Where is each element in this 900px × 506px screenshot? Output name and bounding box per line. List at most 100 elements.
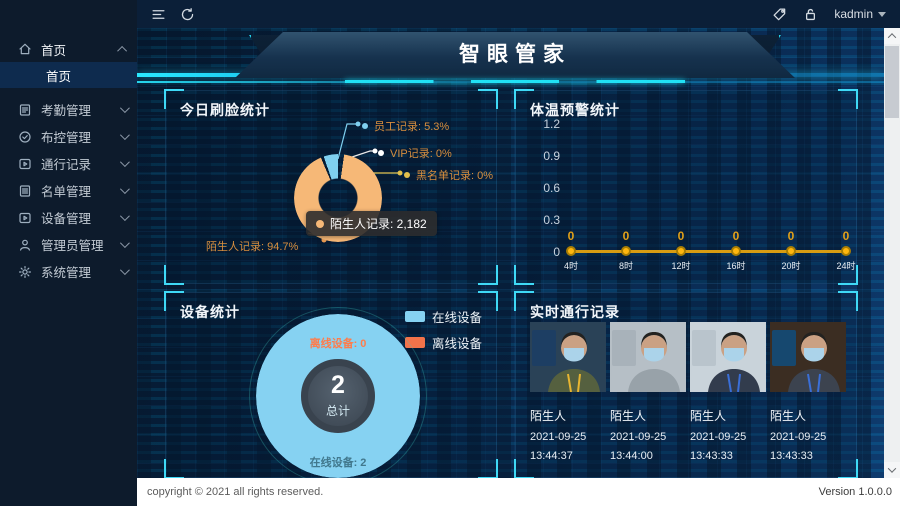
- pie-label-stranger: 陌生人记录: 94.7%: [206, 241, 299, 253]
- chevron-up-icon: [887, 33, 897, 42]
- sidebar-item-label: 布控管理: [41, 131, 92, 145]
- sidebar-item-surveillance[interactable]: 布控管理: [0, 123, 137, 150]
- footer: copyright © 2021 all rights reserved. Ve…: [137, 478, 900, 506]
- sidebar-item-admins[interactable]: 管理员管理: [0, 231, 137, 258]
- panel-title: 体温预警统计: [530, 102, 620, 118]
- y-axis-tick: 0.6: [543, 181, 560, 195]
- sidebar-item-label: 设备管理: [41, 212, 92, 226]
- chart-point: [621, 246, 631, 256]
- scroll-down-button[interactable]: [884, 462, 900, 478]
- sidebar: 首页 首页 考勤管理 布控管理 通行记录: [0, 0, 137, 506]
- caret-down-icon: [878, 11, 886, 17]
- x-axis-tick: 8时: [618, 261, 633, 271]
- dashboard-content: 智眼管家 今日刷脸统计 员工记录: 5.3% VIP记录: 0% 黑名单记录: …: [137, 28, 884, 478]
- sidebar-item-lists[interactable]: 名单管理: [0, 177, 137, 204]
- sidebar-item-home[interactable]: 首页: [0, 36, 137, 62]
- home-icon: [18, 42, 32, 56]
- chart-point: [566, 246, 576, 256]
- refresh-icon[interactable]: [180, 7, 195, 22]
- topbar: kadmin: [137, 0, 900, 28]
- tooltip-text: 陌生人记录: 2,182: [330, 217, 427, 231]
- title-banner: 智眼管家: [235, 32, 795, 83]
- sidebar-item-label: 管理员管理: [41, 239, 104, 253]
- chevron-down-icon: [119, 238, 130, 249]
- panel-pass-records: 实时通行记录 陌生人 2021-09-25 13:44:37 陌生人 2021-09-2…: [514, 291, 858, 478]
- x-axis-tick: 20时: [781, 261, 801, 271]
- sidebar-item-devices[interactable]: 设备管理: [0, 204, 137, 231]
- page-title: 智眼管家: [459, 43, 571, 66]
- chevron-down-icon: [887, 464, 897, 473]
- chevron-down-icon: [119, 184, 130, 195]
- record-time: 13:44:37: [530, 450, 573, 462]
- point-value-label: 0: [622, 229, 630, 243]
- record-name: 陌生人: [770, 409, 807, 423]
- user-menu[interactable]: kadmin: [834, 7, 886, 21]
- chevron-down-icon: [119, 265, 130, 276]
- record-time: 13:43:33: [770, 450, 813, 462]
- sidebar-subitem-home-active[interactable]: 首页: [0, 62, 137, 88]
- chart-point: [841, 246, 851, 256]
- point-value-label: 0: [732, 229, 740, 243]
- vertical-scrollbar[interactable]: [884, 28, 900, 478]
- x-axis-tick: 24时: [836, 261, 856, 271]
- record-date: 2021-09-25: [770, 431, 827, 443]
- chart-legend: 在线设备 离线设备: [404, 307, 482, 352]
- document-list-icon: [18, 184, 32, 198]
- record-card: 陌生人 2021-09-25 13:44:37: [530, 322, 606, 462]
- sidebar-item-pass-records[interactable]: 通行记录: [0, 150, 137, 177]
- legend-label: 离线设备: [431, 337, 482, 351]
- lock-icon[interactable]: [803, 7, 818, 22]
- version-text: Version 1.0.0.0: [818, 486, 892, 498]
- chevron-down-icon: [119, 103, 130, 114]
- scroll-up-button[interactable]: [884, 28, 900, 44]
- collapse-menu-icon[interactable]: [151, 7, 166, 22]
- gear-icon: [18, 265, 32, 279]
- record-card: 陌生人 2021-09-25 13:44:00: [610, 322, 686, 462]
- sidebar-item-label: 首页: [41, 43, 67, 58]
- username: kadmin: [834, 7, 873, 21]
- x-axis-tick: 16时: [726, 261, 746, 271]
- chart-point: [731, 246, 741, 256]
- sidebar-item-attendance[interactable]: 考勤管理: [0, 96, 137, 123]
- legend-swatch: [404, 337, 425, 348]
- donut-outline-ring: [249, 307, 427, 478]
- record-time: 13:43:33: [690, 450, 733, 462]
- sidebar-item-system[interactable]: 系统管理: [0, 258, 137, 285]
- chart-point: [676, 246, 686, 256]
- x-axis-tick: 12时: [671, 261, 691, 271]
- record-photo: [770, 322, 846, 392]
- chart-tooltip: 陌生人记录: 2,182: [306, 211, 437, 236]
- panel-title: 今日刷脸统计: [180, 102, 270, 118]
- record-photo: [530, 322, 606, 392]
- point-value-label: 0: [567, 229, 575, 243]
- record-date: 2021-09-25: [530, 431, 587, 443]
- sidebar-item-label: 名单管理: [41, 185, 92, 199]
- legend-item-online[interactable]: 在线设备: [404, 307, 482, 326]
- chart-line: [571, 250, 847, 253]
- y-axis-tick: 1.2: [543, 117, 560, 131]
- donut-center: 2 总计: [301, 359, 375, 433]
- record-photo: [610, 322, 686, 392]
- sidebar-item-label: 考勤管理: [41, 104, 92, 118]
- panel-temp-alerts: 体温预警统计 0 0.3 0.6 0.9 1.2 0 4时 0 8时 0 12时 0 16时 0 20时 0 2…: [514, 89, 858, 285]
- calendar-list-icon: [18, 103, 32, 117]
- record-name: 陌生人: [530, 409, 567, 423]
- tooltip-dot: [316, 219, 324, 228]
- check-circle-icon: [18, 130, 32, 144]
- point-value-label: 0: [842, 229, 850, 243]
- legend-label: 在线设备: [431, 311, 482, 325]
- play-square-icon: [18, 211, 32, 225]
- tag-icon[interactable]: [772, 7, 787, 22]
- pie-label-blacklist: 黑名单记录: 0%: [404, 167, 493, 183]
- record-date: 2021-09-25: [690, 431, 747, 443]
- sidebar-item-label: 系统管理: [41, 266, 92, 280]
- x-axis-tick: 4时: [563, 261, 578, 271]
- record-name: 陌生人: [610, 409, 647, 423]
- y-axis-tick: 0.9: [543, 149, 560, 163]
- sidebar-subitem-label: 首页: [46, 69, 72, 84]
- sidebar-item-label: 通行记录: [41, 158, 92, 172]
- y-axis-tick: 0.3: [543, 213, 560, 227]
- legend-item-offline[interactable]: 离线设备: [404, 333, 482, 352]
- scrollbar-thumb[interactable]: [885, 46, 899, 118]
- panel-title: 设备统计: [180, 304, 240, 320]
